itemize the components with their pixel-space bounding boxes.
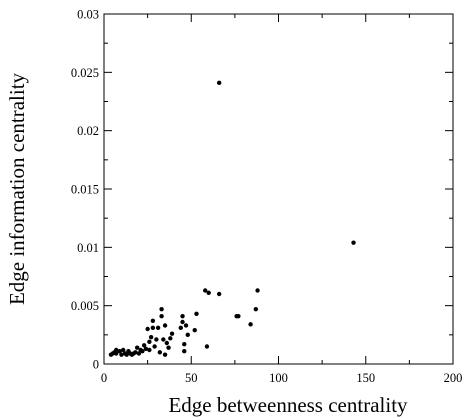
y-tick-label: 0.005 <box>71 299 99 313</box>
data-point <box>185 332 190 338</box>
data-point <box>194 311 199 317</box>
data-point <box>147 339 152 345</box>
data-point <box>192 327 197 333</box>
data-point <box>253 306 259 312</box>
data-point <box>180 313 185 319</box>
data-point <box>148 334 154 340</box>
data-point <box>147 347 152 353</box>
y-axis-label: Edge information centrality <box>5 72 29 305</box>
data-point <box>182 348 187 354</box>
data-point <box>150 318 156 324</box>
data-point <box>114 347 119 353</box>
data-point <box>168 336 173 341</box>
plot-frame <box>103 13 454 365</box>
data-points <box>108 80 356 357</box>
x-tick-label: 200 <box>444 371 463 385</box>
data-point <box>154 337 159 342</box>
data-point <box>117 348 122 354</box>
data-point <box>145 326 150 332</box>
y-tick-label: 0.015 <box>71 183 99 197</box>
data-point <box>351 240 356 245</box>
data-point <box>206 290 211 296</box>
data-point <box>155 325 161 331</box>
data-point <box>114 351 119 356</box>
data-point <box>236 313 241 319</box>
data-point <box>134 345 140 350</box>
data-point <box>169 331 175 336</box>
x-tick-label: 0 <box>101 371 107 385</box>
data-point <box>161 337 166 342</box>
y-tick-label: 0 <box>93 358 99 372</box>
data-point <box>180 319 185 325</box>
x-tick-label: 150 <box>356 371 375 385</box>
data-point <box>159 306 164 312</box>
data-point <box>140 348 145 354</box>
x-axis-label: Edge betweenness centrality <box>168 393 408 417</box>
data-point <box>136 351 142 356</box>
data-point <box>150 325 156 331</box>
data-point <box>162 323 168 328</box>
data-point <box>141 343 147 348</box>
data-point <box>124 352 129 357</box>
y-tick-label: 0.025 <box>71 66 99 80</box>
data-point <box>133 350 138 355</box>
y-tick-label: 0.03 <box>77 8 99 22</box>
y-tick-label: 0.01 <box>77 241 99 255</box>
x-tick-label: 100 <box>269 371 288 385</box>
x-axis: 0 50 100 150 200 <box>101 14 463 385</box>
data-point <box>143 346 149 352</box>
data-point <box>152 344 157 349</box>
data-point <box>119 352 124 357</box>
data-point <box>255 288 260 293</box>
y-tick-label: 0.02 <box>77 124 99 138</box>
x-tick-label: 50 <box>185 371 198 385</box>
data-point <box>216 291 222 297</box>
data-point <box>164 340 170 346</box>
y-axis: 0 0.005 0.01 0.015 0.02 0.025 0.03 <box>71 8 453 372</box>
data-point <box>166 345 171 350</box>
data-point <box>204 344 210 349</box>
data-point <box>248 322 253 327</box>
data-point <box>203 288 208 293</box>
data-point <box>120 347 126 353</box>
data-point <box>162 352 168 357</box>
data-point <box>216 80 222 86</box>
data-point <box>178 325 183 331</box>
data-point <box>159 313 164 319</box>
data-point <box>182 341 187 347</box>
data-point <box>157 350 163 355</box>
data-point <box>183 323 189 328</box>
